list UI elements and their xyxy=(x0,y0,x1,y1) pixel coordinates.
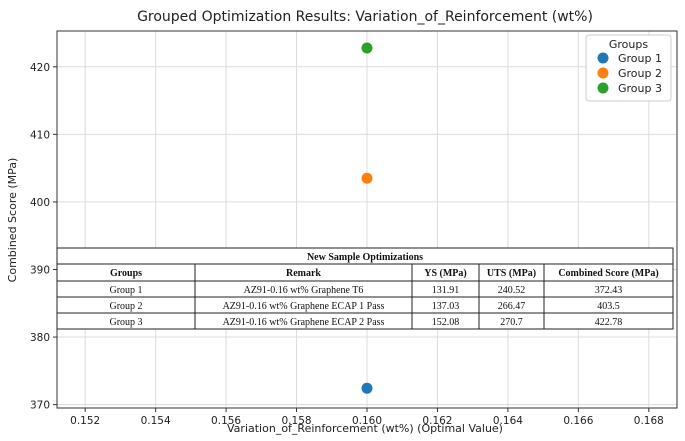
table-background xyxy=(56,247,674,330)
table-header-cell: Remark xyxy=(286,268,321,279)
x-axis-label: Variation_of_Reinforcement (wt%) (Optima… xyxy=(227,422,503,435)
legend-title: Groups xyxy=(609,38,648,51)
table-header-cell: Combined Score (MPa) xyxy=(558,268,658,279)
x-tick-label: 0.158 xyxy=(282,415,312,427)
x-tick-label: 0.164 xyxy=(493,415,523,427)
x-tick-label: 0.160 xyxy=(352,415,382,427)
table-cell: AZ91-0.16 wt% Graphene T6 xyxy=(244,285,364,296)
y-axis-label: Combined Score (MPa) xyxy=(6,158,19,283)
data-points xyxy=(361,42,373,394)
table-cell: AZ91-0.16 wt% Graphene ECAP 2 Pass xyxy=(223,317,385,328)
x-tick-label: 0.162 xyxy=(422,415,452,427)
y-axis: 370 380 390 400 410 420 xyxy=(30,62,57,412)
grid xyxy=(57,31,677,408)
table-cell: Group 2 xyxy=(109,301,142,312)
legend-marker xyxy=(597,67,609,79)
y-tick-label: 370 xyxy=(30,400,50,412)
table-cell: 422.78 xyxy=(595,317,623,328)
legend-label: Group 3 xyxy=(618,82,662,95)
table-cell: 131.91 xyxy=(432,285,460,296)
table-header-cell: Groups xyxy=(110,268,142,279)
y-tick-label: 420 xyxy=(30,62,50,74)
legend-label: Group 1 xyxy=(618,52,662,65)
data-table: New Sample Optimizations Groups Remark YS (… xyxy=(56,247,674,330)
data-point xyxy=(361,42,373,54)
table-cell: 240.52 xyxy=(498,285,526,296)
table-cell: 270.7 xyxy=(500,317,523,328)
legend-box xyxy=(585,34,672,102)
x-tick-label: 0.156 xyxy=(211,415,241,427)
data-point xyxy=(361,382,373,394)
table-title: New Sample Optimizations xyxy=(307,252,423,263)
y-tick-label: 390 xyxy=(30,264,50,276)
y-tick-label: 380 xyxy=(30,332,50,344)
y-tick-label: 400 xyxy=(30,197,50,209)
legend-label: Group 2 xyxy=(618,67,662,80)
table-cell: 137.03 xyxy=(432,301,460,312)
data-point xyxy=(361,172,373,184)
x-tick-label: 0.168 xyxy=(634,415,664,427)
table-cell: AZ91-0.16 wt% Graphene ECAP 1 Pass xyxy=(223,301,385,312)
table-cell: 372.43 xyxy=(595,285,623,296)
legend-marker xyxy=(597,52,609,64)
table-cell: 152.08 xyxy=(432,317,460,328)
x-tick-label: 0.152 xyxy=(70,415,100,427)
table-cell: 266.47 xyxy=(498,301,526,312)
x-axis: 0.152 0.154 0.156 0.158 0.160 0.162 0.164 0.166… xyxy=(70,408,664,427)
table-cell: Group 1 xyxy=(109,285,142,296)
table-header-cell: UTS (MPa) xyxy=(487,268,536,279)
table-header-cell: YS (MPa) xyxy=(424,268,467,279)
table-cell: 403.5 xyxy=(597,301,620,312)
x-tick-label: 0.166 xyxy=(563,415,593,427)
table-cell: Group 3 xyxy=(109,317,142,328)
legend-marker xyxy=(597,82,609,94)
chart-title: Grouped Optimization Results: Variation_… xyxy=(137,9,593,25)
y-tick-label: 410 xyxy=(30,129,50,141)
x-tick-label: 0.154 xyxy=(141,415,171,427)
